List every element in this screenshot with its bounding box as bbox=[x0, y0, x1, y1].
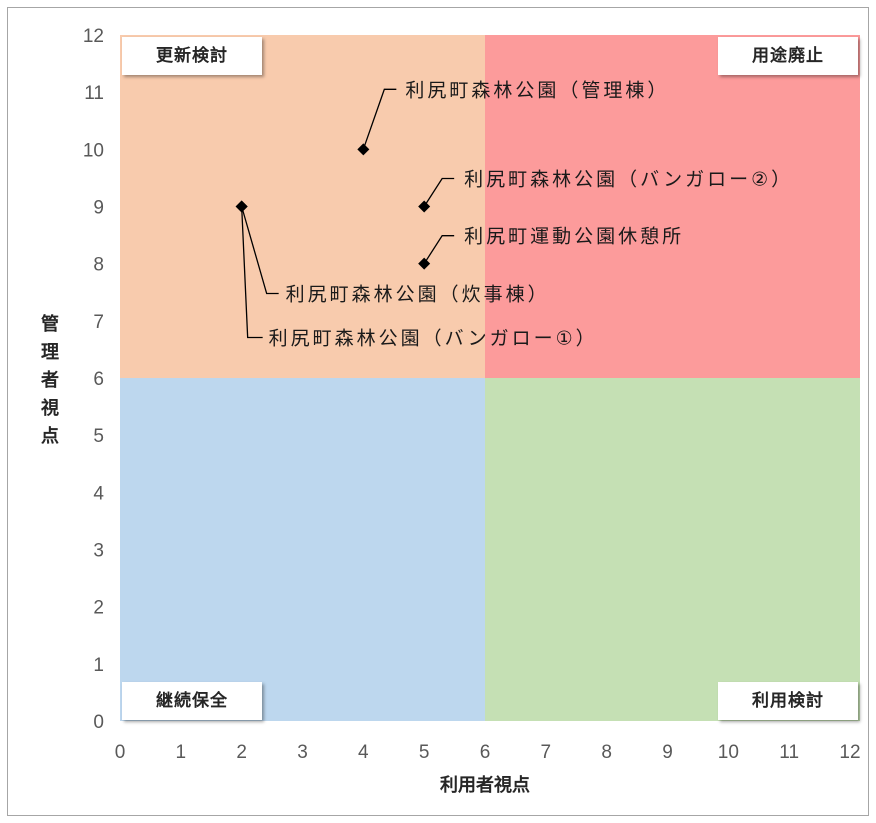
y-tick-label: 2 bbox=[93, 598, 104, 619]
leader-line bbox=[423, 235, 455, 265]
quadrant-label-bottom-left: 継続保全 bbox=[122, 682, 262, 720]
x-tick-label: 12 bbox=[839, 742, 860, 763]
y-tick-label: 12 bbox=[83, 26, 104, 47]
x-tick-label: 3 bbox=[297, 742, 308, 763]
x-tick-label: 11 bbox=[779, 742, 799, 763]
x-tick-label: 2 bbox=[236, 742, 247, 763]
y-tick-label: 4 bbox=[93, 483, 104, 504]
x-tick-label: 6 bbox=[480, 742, 491, 763]
x-tick-label: 10 bbox=[718, 742, 739, 763]
quadrant-label-bottom-right: 利用検討 bbox=[718, 682, 858, 720]
quadrant-region-top-right bbox=[485, 35, 860, 378]
quadrant-label-top-left: 更新検討 bbox=[122, 37, 262, 75]
data-point-label: 利尻町森林公園（バンガロー②） bbox=[464, 169, 793, 191]
data-point-label: 利尻町森林公園（管理棟） bbox=[405, 79, 669, 101]
quadrant-regions bbox=[120, 35, 860, 721]
quadrant-label-top-right: 用途廃止 bbox=[718, 37, 858, 75]
x-axis-title: 利用者視点 bbox=[440, 775, 530, 795]
x-tick-label: 1 bbox=[176, 742, 187, 763]
y-tick-label: 11 bbox=[84, 83, 104, 104]
data-point-marker bbox=[357, 143, 370, 156]
quadrant-region-bottom-right bbox=[485, 378, 860, 721]
x-axis-ticks: 0 1 2 3 4 5 6 7 8 9 10 11 12 bbox=[115, 742, 861, 763]
leader-line bbox=[241, 206, 263, 339]
x-tick-label: 8 bbox=[601, 742, 612, 763]
data-point-marker bbox=[235, 200, 248, 213]
x-tick-label: 5 bbox=[419, 742, 430, 763]
data-point-marker bbox=[418, 257, 431, 270]
y-tick-label: 1 bbox=[93, 655, 104, 676]
quadrant-region-bottom-left bbox=[120, 378, 485, 721]
data-point-markers bbox=[235, 143, 431, 270]
y-tick-label: 10 bbox=[83, 140, 104, 161]
y-tick-label: 6 bbox=[93, 369, 104, 390]
y-tick-label: 0 bbox=[93, 712, 104, 733]
y-axis-title: 管理者視点 bbox=[39, 314, 59, 454]
x-tick-label: 0 bbox=[115, 742, 126, 763]
data-point-labels: 利尻町森林公園（管理棟） 利尻町森林公園（バンガロー②） 利尻町運動公園休憩所利尻町… bbox=[269, 79, 793, 350]
y-tick-label: 3 bbox=[93, 541, 104, 562]
y-tick-label: 8 bbox=[93, 255, 104, 276]
leader-line bbox=[423, 177, 455, 207]
data-point-marker bbox=[418, 200, 431, 213]
y-tick-label: 7 bbox=[93, 312, 104, 333]
leader-line bbox=[362, 88, 397, 150]
x-tick-label: 7 bbox=[541, 742, 552, 763]
data-point-label: 利尻町森林公園（バンガロー①） bbox=[269, 328, 598, 350]
y-tick-label: 5 bbox=[93, 426, 104, 447]
leader-line bbox=[241, 206, 279, 295]
y-tick-label: 9 bbox=[93, 198, 104, 219]
x-tick-label: 4 bbox=[358, 742, 369, 763]
data-point-label: 利尻町運動公園休憩所 bbox=[464, 226, 684, 248]
x-tick-label: 9 bbox=[662, 742, 673, 763]
leader-lines bbox=[241, 88, 455, 339]
data-point-label: 利尻町森林公園（炊事棟） bbox=[286, 284, 550, 306]
